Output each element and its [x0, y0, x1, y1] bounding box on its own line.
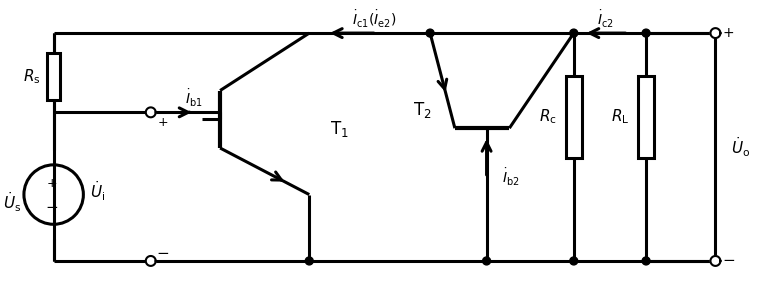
- Circle shape: [426, 29, 434, 37]
- Polygon shape: [710, 256, 720, 266]
- Text: $\dot{U}_{\rm o}$: $\dot{U}_{\rm o}$: [730, 135, 750, 159]
- Text: $\dot{I}_{\rm c1}(\dot{I}_{\rm e2})$: $\dot{I}_{\rm c1}(\dot{I}_{\rm e2})$: [353, 9, 397, 30]
- Text: $\dot{I}_{\rm b1}$: $\dot{I}_{\rm b1}$: [184, 88, 202, 109]
- Text: −: −: [722, 253, 735, 268]
- Circle shape: [306, 257, 313, 265]
- Text: +: +: [46, 177, 57, 190]
- Circle shape: [642, 257, 650, 265]
- Circle shape: [570, 29, 578, 37]
- Text: $R_{\rm L}$: $R_{\rm L}$: [611, 108, 630, 126]
- Text: $R_{\rm c}$: $R_{\rm c}$: [539, 108, 557, 126]
- Text: $\dot{U}_{\rm i}$: $\dot{U}_{\rm i}$: [90, 180, 105, 204]
- Circle shape: [642, 29, 650, 37]
- Text: +: +: [157, 116, 168, 129]
- Text: +: +: [723, 26, 734, 40]
- Text: $\dot{U}_{\rm s}$: $\dot{U}_{\rm s}$: [3, 191, 22, 214]
- Text: $\rm T_2$: $\rm T_2$: [413, 100, 432, 120]
- Text: $\dot{I}_{\rm b2}$: $\dot{I}_{\rm b2}$: [502, 167, 519, 188]
- Bar: [566, 76, 581, 158]
- Bar: [47, 53, 60, 100]
- Polygon shape: [710, 28, 720, 38]
- Circle shape: [570, 257, 578, 265]
- Text: $R_{\rm s}$: $R_{\rm s}$: [23, 67, 41, 86]
- Text: −: −: [45, 200, 58, 215]
- Text: $\dot{I}_{\rm c2}$: $\dot{I}_{\rm c2}$: [597, 9, 614, 30]
- Polygon shape: [146, 107, 156, 117]
- Circle shape: [482, 257, 491, 265]
- Polygon shape: [146, 256, 156, 266]
- Text: $\rm T_1$: $\rm T_1$: [329, 119, 349, 139]
- Bar: [638, 76, 654, 158]
- Text: −: −: [156, 246, 169, 260]
